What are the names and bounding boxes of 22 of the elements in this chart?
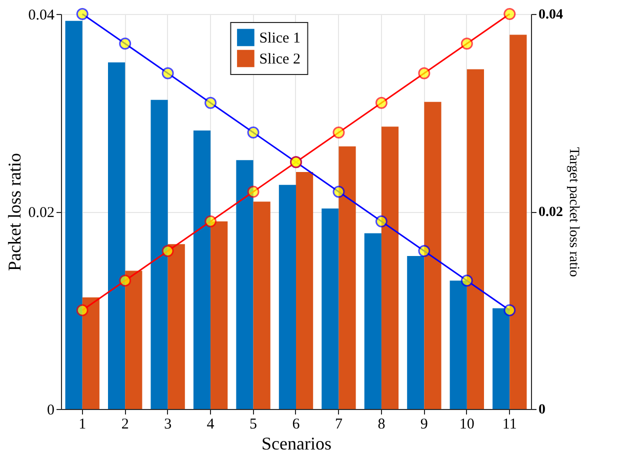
x-tick-label: 8 [378, 416, 386, 432]
y2-tick-label: 0.02 [538, 205, 563, 220]
y2-tick-label: 0 [538, 402, 546, 418]
x-tick-label: 9 [420, 416, 428, 432]
y2-axis-title: Target packet loss ratio [566, 147, 581, 277]
y-tick-label: 0.04 [28, 8, 55, 24]
y-tick-label: 0 [47, 402, 54, 418]
x-tick-label: 11 [502, 416, 517, 432]
x-tick-label: 7 [334, 416, 343, 432]
x-tick-label: 5 [250, 416, 258, 432]
x-tick-label: 6 [292, 416, 300, 432]
legend-label: Slice 2 [259, 52, 300, 68]
x-tick-label: 1 [78, 416, 86, 432]
y-tick-label: 0.02 [28, 205, 54, 221]
x-axis-title: Scenarios [262, 434, 332, 454]
x-tick-label: 4 [206, 416, 215, 432]
x-tick-label: 3 [164, 416, 172, 432]
legend-label: Slice 1 [259, 30, 300, 46]
x-tick-label: 10 [459, 416, 474, 432]
y2-tick-label: 0.04 [538, 8, 563, 22]
x-tick-label: 2 [121, 416, 129, 432]
y-axis-title: Packet loss ratio [4, 153, 24, 271]
